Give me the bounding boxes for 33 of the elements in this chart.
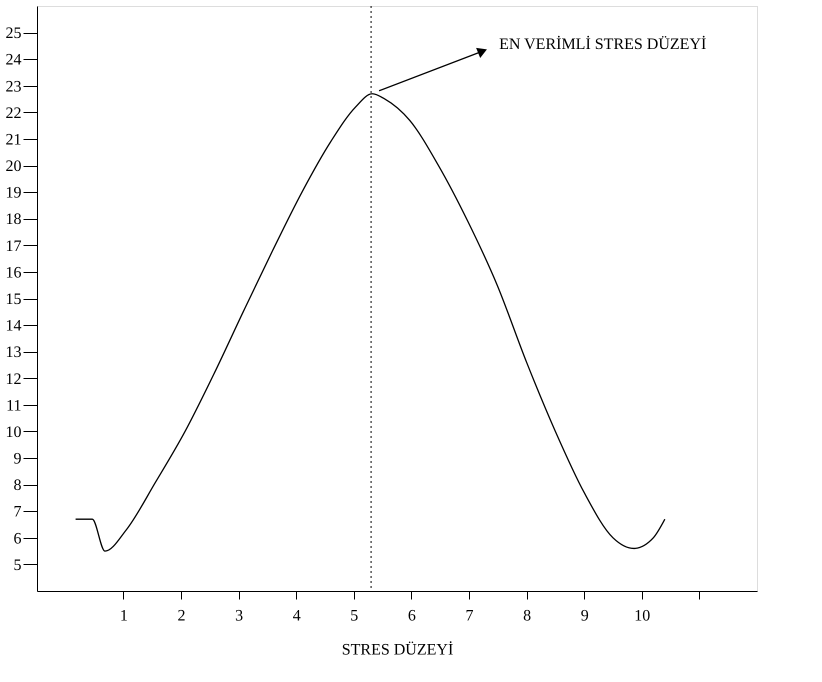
- y-tick-label: 9: [14, 450, 22, 468]
- y-tick-label: 20: [6, 158, 22, 176]
- x-tick-label: 8: [523, 608, 532, 624]
- y-tick-label: 15: [6, 291, 22, 308]
- x-tick-label: 5: [350, 608, 358, 624]
- y-tick-label: 23: [6, 78, 22, 96]
- x-tick-label: 1: [120, 608, 128, 624]
- y-tick-label: 24: [6, 52, 22, 69]
- y-tick-label: 11: [6, 397, 22, 414]
- x-tick-label: 6: [408, 608, 416, 624]
- x-tick-label: 3: [235, 608, 244, 624]
- annotation: EN VERİMLİ STRES DÜZEYİ: [499, 34, 706, 53]
- y-tick-label: 7: [14, 504, 22, 521]
- y-tick-label: 19: [6, 184, 22, 202]
- x-tick-label: 10: [634, 608, 650, 624]
- y-tick-label: 14: [6, 318, 22, 335]
- y-tick-label: 18: [6, 211, 22, 228]
- y-tick-label: 21: [6, 131, 22, 148]
- y-tick-label: 25: [6, 25, 22, 42]
- y-tick-label: 13: [6, 344, 22, 362]
- y-tick-label: 12: [6, 370, 22, 388]
- x-tick-label: 2: [178, 608, 186, 624]
- y-tick-label: 22: [6, 104, 22, 122]
- y-tick-label: 16: [6, 264, 22, 282]
- x-tick-label: 9: [580, 608, 589, 624]
- y-tick-label: 5: [14, 556, 22, 574]
- x-tick-label: 7: [466, 608, 474, 624]
- x-axis-title: STRES DÜZEYİ: [342, 640, 454, 658]
- y-tick-label: 8: [14, 477, 22, 494]
- y-tick-label: 17: [6, 238, 22, 255]
- y-tick-label: 6: [14, 530, 22, 548]
- y-tick-label: 10: [6, 424, 22, 441]
- x-tick-label: 4: [292, 608, 301, 624]
